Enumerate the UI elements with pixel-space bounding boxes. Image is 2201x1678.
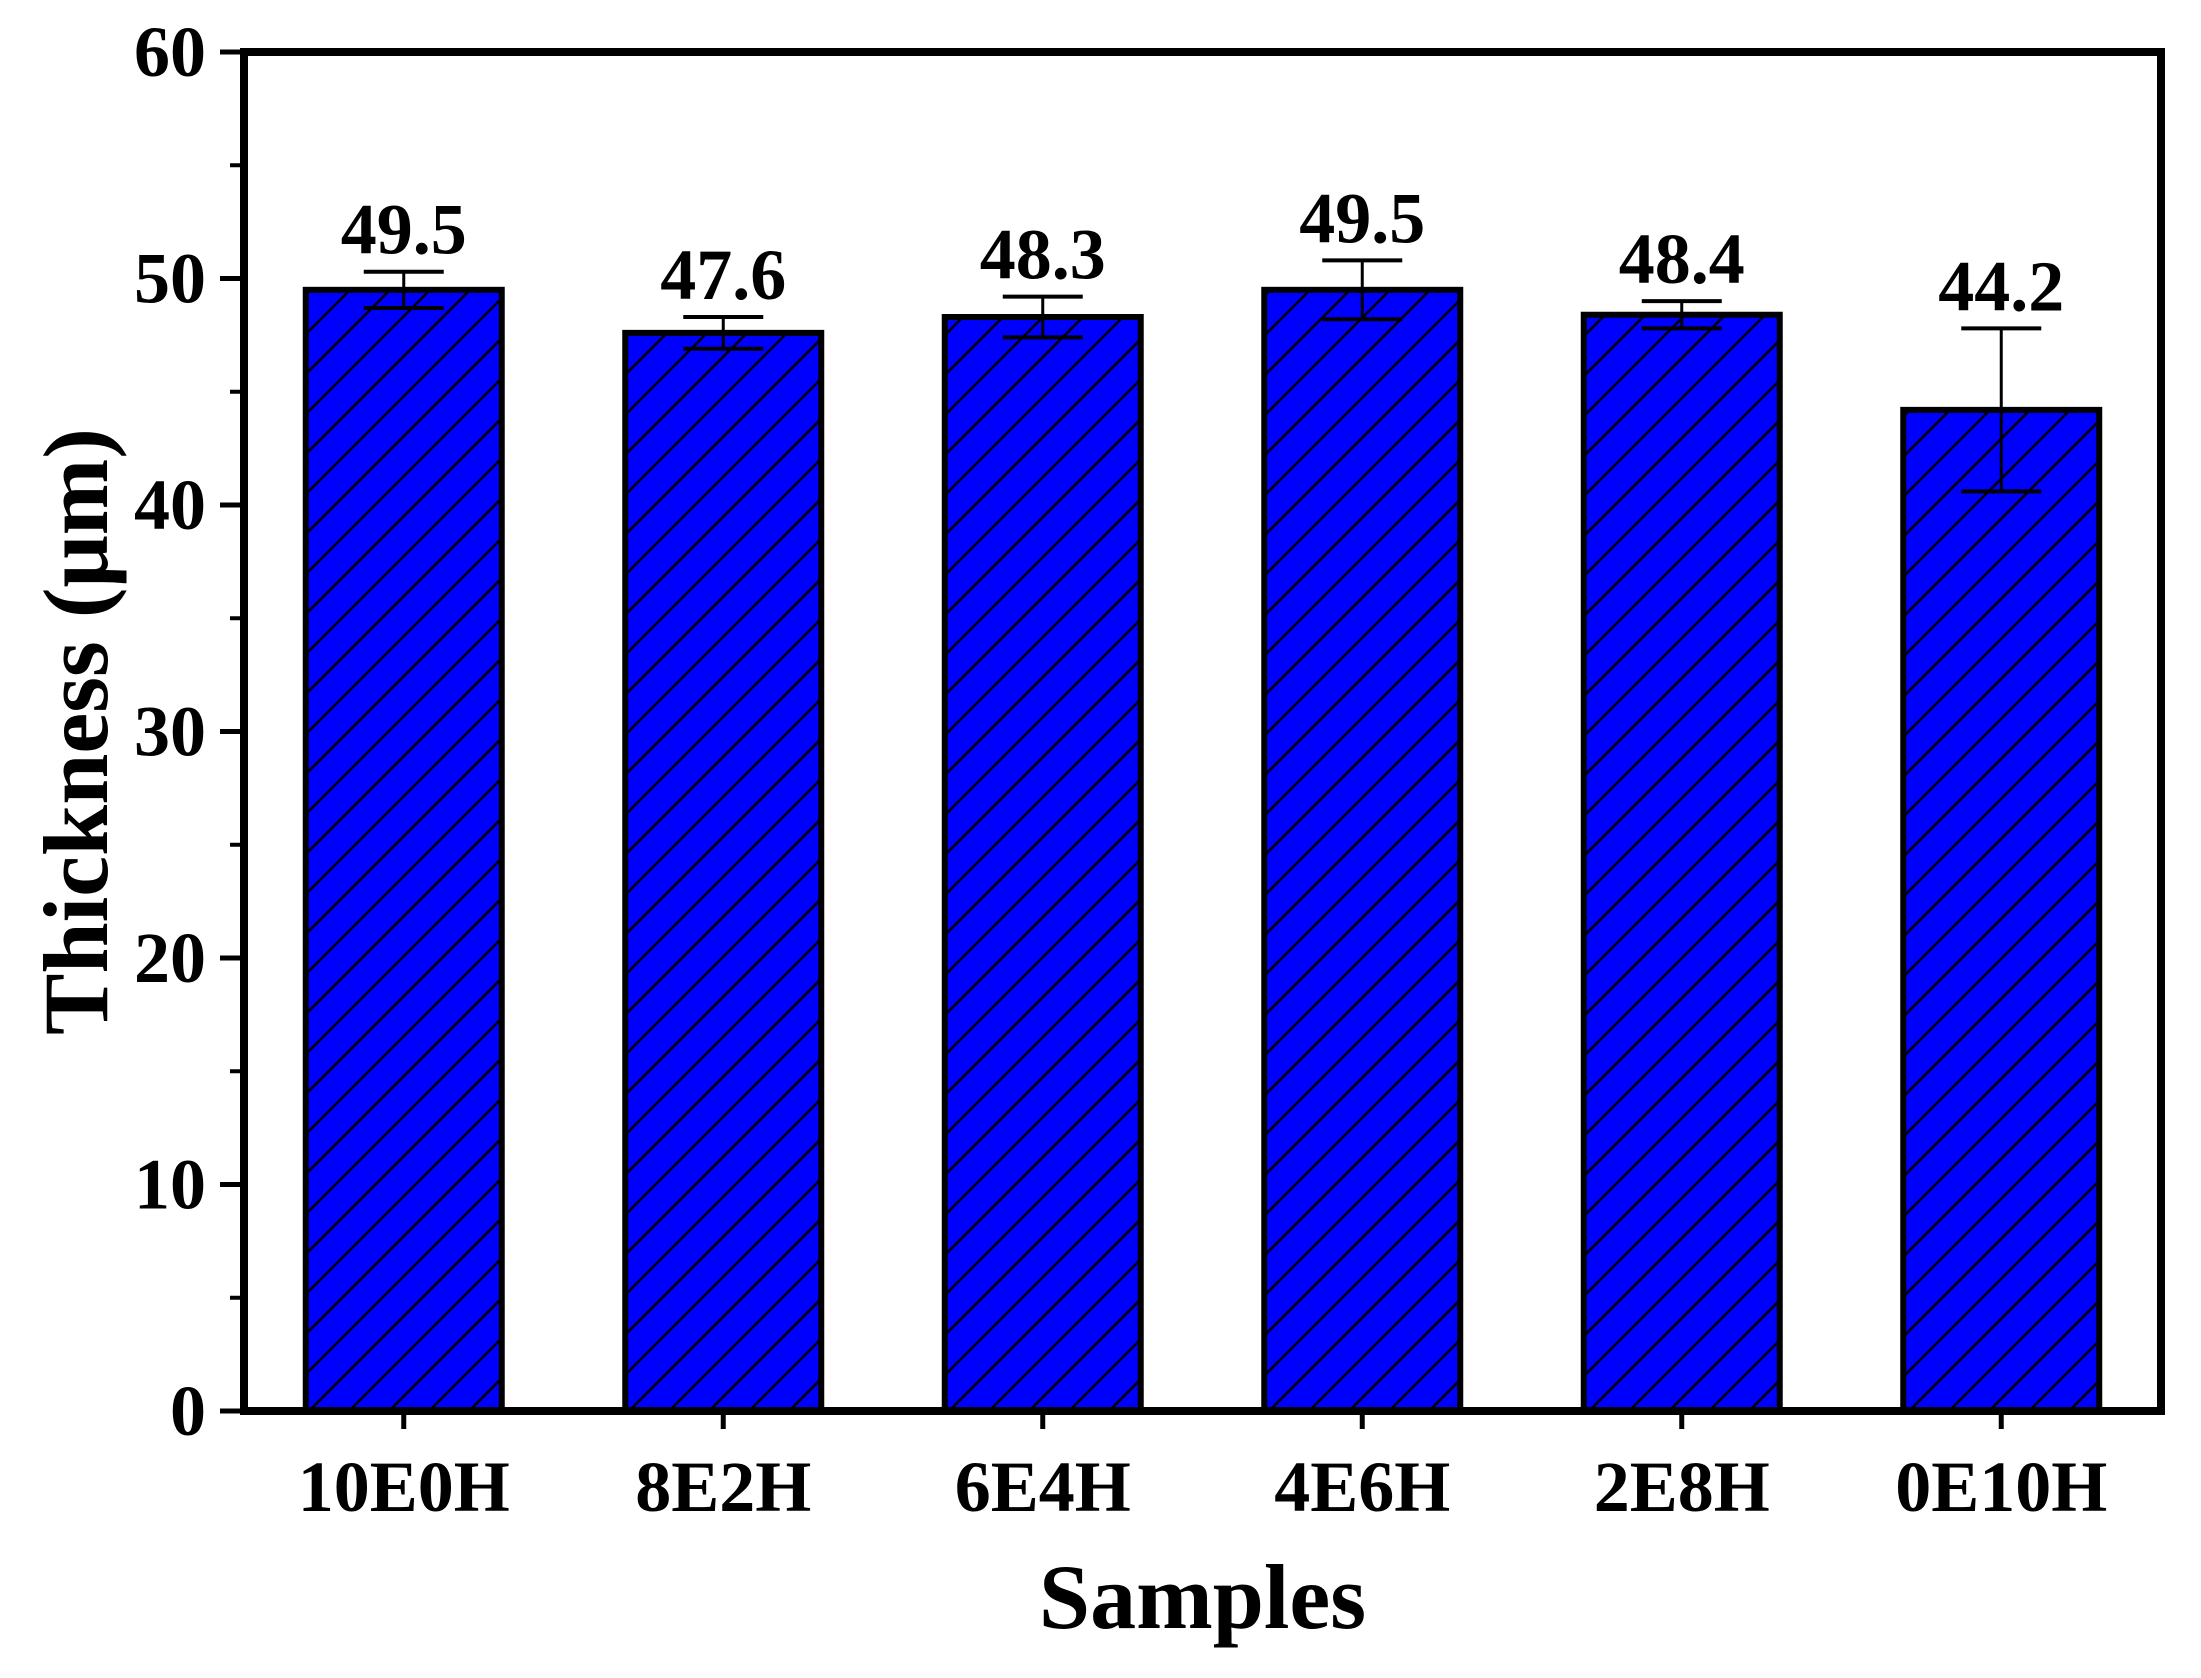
value-label-10E0H: 49.5 [341,190,467,270]
y-tick-label-10: 10 [134,1145,206,1225]
y-tick-label-50: 50 [134,239,206,319]
plot-frame [240,48,2165,1415]
bars-layer [302,286,2103,1415]
x-axis-title: Samples [1039,1546,1366,1648]
x-tick-label-2E8H: 2E8H [1594,1447,1770,1527]
bar-10E0H [302,286,505,1415]
error-bars-layer [363,258,2042,494]
value-label-6E4H: 48.3 [980,215,1106,295]
value-labels-layer: 49.5 47.6 48.3 49.5 48.4 44.2 [341,178,2065,326]
x-tick-label-0E10H: 0E10H [1895,1447,2107,1527]
value-label-8E2H: 47.6 [660,235,786,315]
x-axis-ticks: 10E0H 8E2H 6E4H 4E6H 2E8H 0E10H [298,1411,2107,1527]
value-label-0E10H: 44.2 [1938,246,2064,326]
bar-6E4H [941,314,1144,1414]
y-tick-label-60: 60 [134,12,206,92]
x-tick-label-6E4H: 6E4H [955,1447,1131,1527]
x-tick-label-10E0H: 10E0H [298,1447,510,1527]
y-tick-label-20: 20 [134,918,206,998]
value-label-4E6H: 49.5 [1299,178,1425,258]
y-axis-title: Thickness (μm) [25,428,127,1035]
bar-4E6H [1261,286,1464,1415]
y-tick-label-0: 0 [170,1371,206,1451]
y-tick-label-40: 40 [134,465,206,545]
y-tick-label-30: 30 [134,692,206,772]
bar-2E8H [1580,311,1783,1414]
bar-0E10H [1900,406,2103,1414]
value-label-2E8H: 48.4 [1619,219,1745,299]
bar-8E2H [622,329,825,1414]
x-tick-label-4E6H: 4E6H [1274,1447,1450,1527]
x-tick-label-8E2H: 8E2H [635,1447,811,1527]
y-axis-ticks: 0 10 20 30 40 50 60 [134,12,244,1451]
